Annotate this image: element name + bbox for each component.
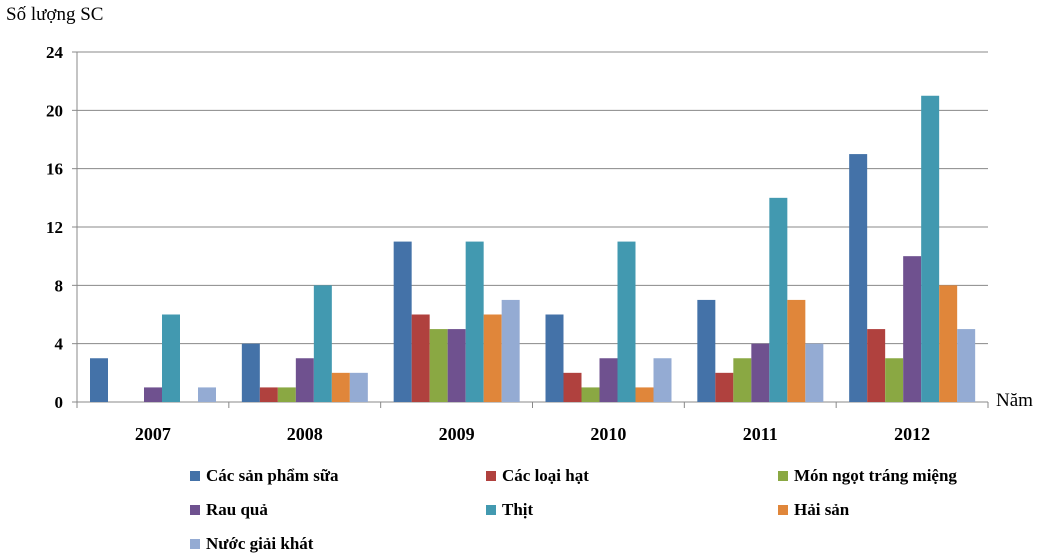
- bar: [769, 197, 788, 402]
- bar: [885, 358, 904, 402]
- bar: [393, 241, 412, 402]
- bar: [198, 387, 216, 402]
- x-tick-label: 2012: [894, 424, 930, 444]
- y-tick-label: 4: [55, 335, 64, 354]
- bar: [751, 343, 770, 402]
- bar: [921, 95, 940, 402]
- bar: [849, 154, 868, 402]
- bar: [90, 358, 108, 402]
- bar: [617, 241, 636, 402]
- bar: [411, 314, 430, 402]
- x-tick-label: 2009: [439, 424, 475, 444]
- bar: [313, 285, 332, 402]
- bar: [787, 299, 806, 402]
- bar: [545, 314, 564, 402]
- bar: [162, 314, 180, 402]
- bar: [331, 372, 350, 402]
- bar: [653, 358, 672, 402]
- y-axis-label: Số lượng SC: [6, 4, 104, 25]
- bar: [733, 358, 752, 402]
- x-tick-label: 2007: [135, 424, 171, 444]
- y-tick-label: 16: [46, 160, 63, 179]
- bar: [903, 256, 922, 402]
- y-tick-label: 0: [55, 393, 64, 412]
- bar: [805, 343, 824, 402]
- bar: [465, 241, 484, 402]
- bar: [867, 329, 886, 402]
- bar: [295, 358, 314, 402]
- bar: [697, 299, 716, 402]
- bar: [939, 285, 958, 402]
- bar: [501, 299, 520, 402]
- x-tick-label: 2008: [287, 424, 323, 444]
- bar: [259, 387, 278, 402]
- bar: [241, 343, 260, 402]
- bar: [429, 329, 448, 402]
- x-tick-label: 2011: [743, 424, 778, 444]
- bar: [957, 329, 976, 402]
- y-tick-label: 8: [55, 276, 64, 295]
- bar: [144, 387, 162, 402]
- x-tick-label: 2010: [590, 424, 626, 444]
- bar: [447, 329, 466, 402]
- bar: [599, 358, 618, 402]
- bar: [581, 387, 600, 402]
- bar: [715, 372, 734, 402]
- bar: [635, 387, 654, 402]
- bar: [277, 387, 296, 402]
- bar: [563, 372, 582, 402]
- x-axis-label: Năm: [996, 390, 1033, 411]
- y-tick-label: 24: [46, 43, 64, 62]
- y-tick-label: 20: [46, 101, 63, 120]
- y-tick-label: 12: [46, 218, 63, 237]
- bar: [349, 372, 368, 402]
- bar: [483, 314, 502, 402]
